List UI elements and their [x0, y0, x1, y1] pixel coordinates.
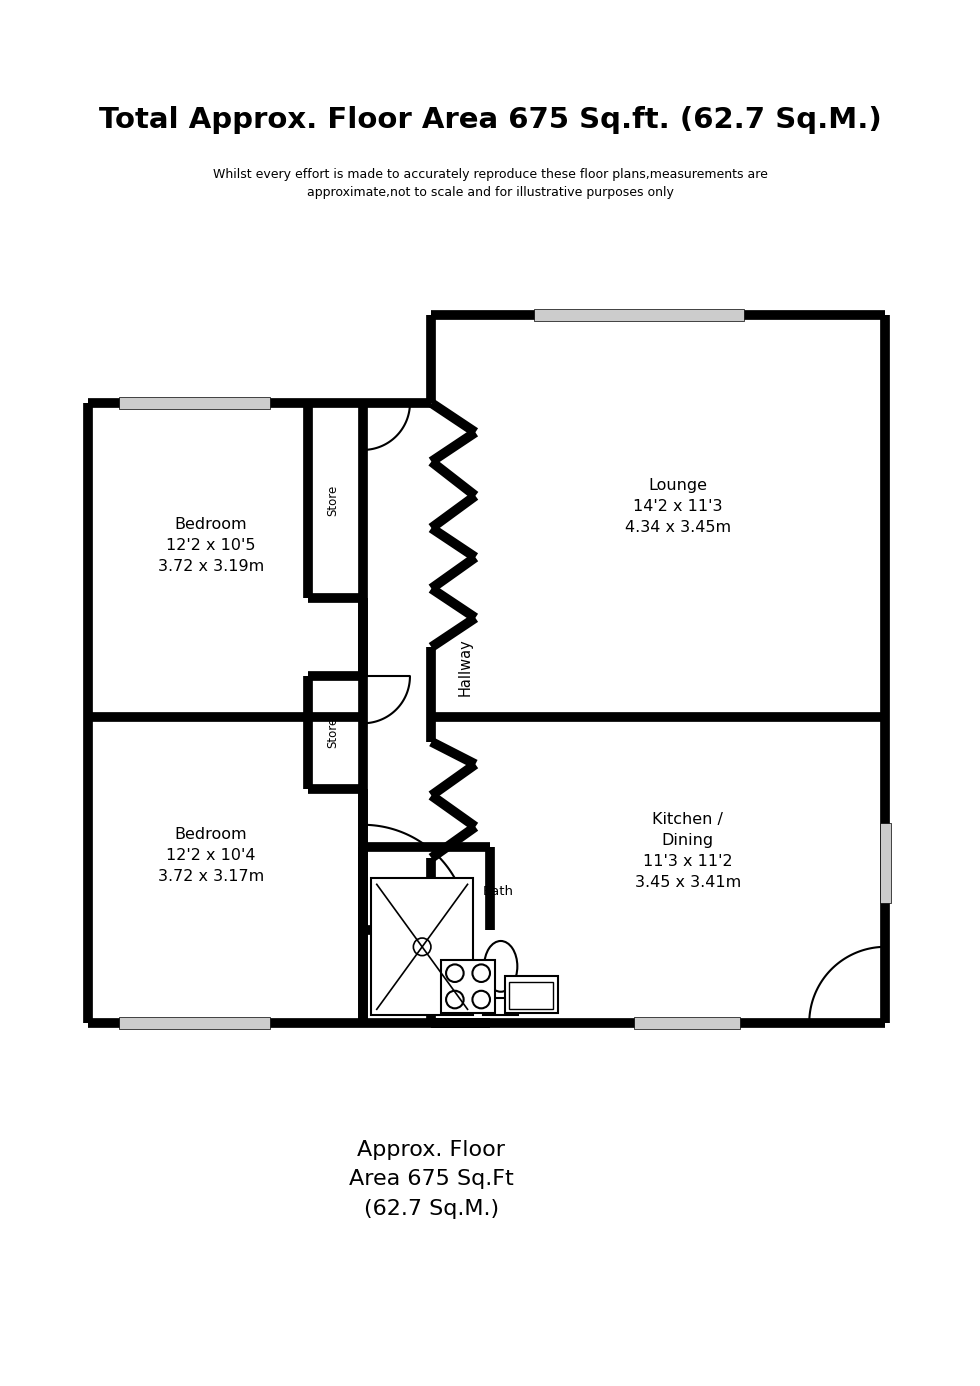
Text: Approx. Floor
Area 675 Sq.Ft
(62.7 Sq.M.): Approx. Floor Area 675 Sq.Ft (62.7 Sq.M.…: [349, 1139, 514, 1218]
Bar: [505, 976, 559, 1013]
Bar: [509, 981, 554, 1009]
Bar: [309, 403, 363, 599]
Bar: [88, 403, 363, 1023]
Bar: [879, 823, 891, 902]
Text: Total Approx. Floor Area 675 Sq.ft. (62.7 Sq.M.): Total Approx. Floor Area 675 Sq.ft. (62.…: [99, 105, 881, 134]
Bar: [370, 879, 473, 1015]
Text: Kitchen /
Dining
11'3 x 11'2
3.45 x 3.41m: Kitchen / Dining 11'3 x 11'2 3.45 x 3.41…: [635, 812, 741, 890]
Bar: [363, 403, 431, 930]
Bar: [483, 998, 518, 1015]
Bar: [441, 959, 495, 1013]
Bar: [634, 1017, 740, 1028]
Text: Store: Store: [326, 717, 339, 748]
Bar: [309, 676, 363, 789]
Text: Lounge
14'2 x 11'3
4.34 x 3.45m: Lounge 14'2 x 11'3 4.34 x 3.45m: [625, 478, 731, 535]
Bar: [119, 1017, 270, 1028]
Text: Whilst every effort is made to accurately reproduce these floor plans,measuremen: Whilst every effort is made to accuratel…: [213, 168, 767, 200]
Bar: [431, 315, 885, 1023]
Text: Bath: Bath: [482, 884, 514, 898]
Bar: [534, 309, 744, 322]
Text: Store: Store: [326, 485, 339, 517]
Bar: [363, 847, 490, 1023]
Ellipse shape: [484, 941, 517, 992]
Bar: [119, 398, 270, 409]
Text: Bedroom
12'2 x 10'4
3.72 x 3.17m: Bedroom 12'2 x 10'4 3.72 x 3.17m: [158, 827, 264, 884]
Text: Hallway: Hallway: [458, 638, 473, 696]
Text: Bedroom
12'2 x 10'5
3.72 x 3.19m: Bedroom 12'2 x 10'5 3.72 x 3.19m: [158, 517, 264, 574]
